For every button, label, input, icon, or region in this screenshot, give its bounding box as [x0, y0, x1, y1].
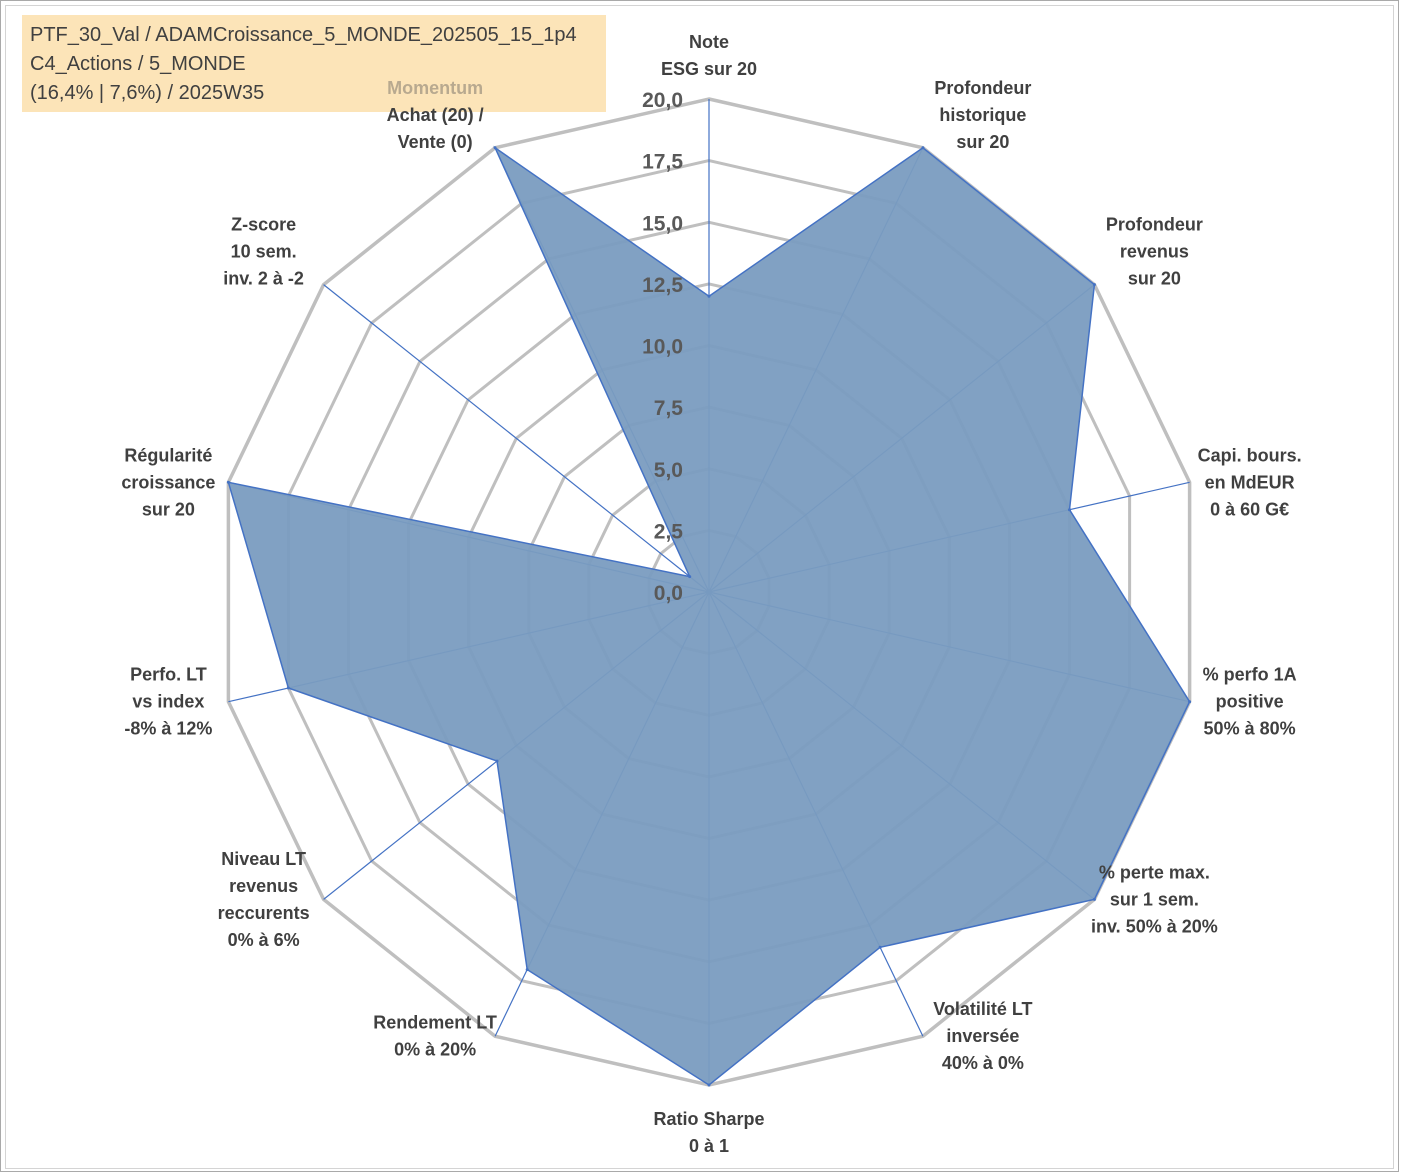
data-point-12	[688, 575, 692, 579]
axis-label-2: Profondeur revenus sur 20	[1106, 215, 1203, 289]
info-line-3: (16,4% | 7,6%) / 2025W35	[30, 82, 265, 104]
axis-label-7: Ratio Sharpe 0 à 1	[653, 1109, 764, 1156]
axis-label-line: inversée	[946, 1026, 1019, 1046]
axis-label-line: en MdEUR	[1205, 472, 1295, 492]
axis-label-line: 0% à 20%	[394, 1040, 476, 1060]
axis-label-3: Capi. bours. en MdEUR 0 à 60 G€	[1198, 445, 1302, 519]
axis-label-line: Note	[689, 32, 729, 52]
axis-label-line: Niveau LT	[221, 849, 306, 869]
tick-label-7: 17,5	[642, 151, 683, 174]
data-point-4	[1188, 700, 1192, 704]
axis-label-line: Achat (20) /	[387, 105, 484, 125]
axis-label-line: revenus	[1120, 242, 1189, 262]
data-point-5	[1092, 897, 1096, 901]
axis-label-line: inv. 50% à 20%	[1091, 916, 1218, 936]
axis-label-10: Perfo. LT vs index -8% à 12%	[124, 665, 212, 739]
axis-label-line: Profondeur	[1106, 215, 1203, 235]
data-point-6	[878, 945, 882, 949]
axis-label-line: Rendement LT	[373, 1013, 497, 1033]
axis-label-line: historique	[939, 105, 1026, 125]
tick-label-1: 2,5	[654, 520, 684, 543]
axis-label-line: Profondeur	[934, 78, 1031, 98]
axis-label-0: Note ESG sur 20	[661, 32, 757, 79]
axis-label-11: Régularité croissance sur 20	[121, 445, 215, 519]
axis-label-line: 0 à 60 G€	[1210, 499, 1289, 519]
tick-label-5: 12,5	[642, 274, 683, 297]
data-point-2	[1092, 283, 1096, 287]
data-point-1	[921, 146, 925, 150]
axis-label-line: Ratio Sharpe	[653, 1109, 764, 1129]
axis-label-line: vs index	[132, 692, 204, 712]
axis-label-12: Z-score 10 sem. inv. 2 à -2	[223, 215, 304, 289]
axis-label-1: Profondeur historique sur 20	[934, 78, 1031, 152]
info-line-2: C4_Actions / 5_MONDE	[30, 53, 246, 75]
tick-label-0: 0,0	[654, 582, 683, 605]
axis-label-line: % perte max.	[1099, 862, 1210, 882]
axis-label-line: Régularité	[124, 445, 212, 465]
axis-label-line: Momentum	[387, 78, 483, 98]
axis-label-line: Perfo. LT	[130, 665, 207, 685]
axis-label-line: 0 à 1	[689, 1136, 729, 1156]
axis-label-line: positive	[1216, 692, 1284, 712]
axis-label-line: ESG sur 20	[661, 59, 757, 79]
data-point-9	[495, 759, 499, 763]
radar-series	[226, 145, 1192, 1087]
radar-axis-labels: Note ESG sur 20 Profondeur historique sur 20…	[121, 32, 1301, 1156]
axis-label-4: % perfo 1A positive 50% à 80%	[1203, 665, 1297, 739]
axis-label-line: -8% à 12%	[124, 719, 212, 739]
tick-label-6: 15,0	[642, 212, 683, 235]
tick-label-8: 20,0	[642, 89, 683, 112]
data-point-11	[226, 480, 230, 484]
data-point-8	[525, 968, 529, 972]
axis-label-line: Vente (0)	[398, 132, 473, 152]
axis-label-line: sur 1 sem.	[1110, 889, 1199, 909]
data-point-3	[1068, 508, 1071, 512]
data-point-7	[707, 1083, 711, 1087]
radar-tick-labels: 0,0 2,5 5,0 7,5 10,0 12,5 15,0 17,5 20,0	[642, 89, 683, 605]
axis-label-line: croissance	[121, 472, 215, 492]
axis-spoke-12	[323, 284, 710, 593]
axis-label-line: reccurents	[218, 903, 310, 923]
axis-label-8: Rendement LT 0% à 20%	[373, 1013, 497, 1060]
chart-frame-inner	[5, 5, 1394, 1169]
axis-label-5: % perte max. sur 1 sem. inv. 50% à 20%	[1091, 862, 1218, 936]
axis-label-line: % perfo 1A	[1203, 665, 1297, 685]
axis-label-line: Z-score	[231, 215, 296, 235]
axis-label-13: Momentum Achat (20) / Vente (0)	[387, 78, 484, 152]
axis-label-9: Niveau LT revenus reccurents 0% à 6%	[218, 849, 310, 950]
axis-label-line: 50% à 80%	[1204, 719, 1296, 739]
axis-label-line: Volatilité LT	[933, 999, 1032, 1019]
axis-label-line: revenus	[229, 876, 298, 896]
axis-label-line: sur 20	[1128, 269, 1181, 289]
axis-label-line: sur 20	[142, 499, 195, 519]
info-line-1: PTF_30_Val / ADAMCroissance_5_MONDE_2025…	[30, 24, 577, 46]
tick-label-4: 10,0	[642, 336, 683, 359]
axis-label-line: 10 sem.	[231, 242, 297, 262]
axis-label-line: sur 20	[956, 132, 1009, 152]
portfolio-info-box: PTF_30_Val / ADAMCroissance_5_MONDE_2025…	[22, 15, 606, 112]
axis-label-line: 0% à 6%	[228, 930, 300, 950]
data-point-0	[707, 294, 711, 298]
tick-label-2: 5,0	[654, 459, 683, 482]
axis-label-6: Volatilité LT inversée 40% à 0%	[933, 999, 1032, 1073]
axis-label-line: 40% à 0%	[942, 1053, 1024, 1073]
data-point-10	[286, 686, 290, 690]
data-point-13	[493, 146, 497, 150]
axis-label-line: inv. 2 à -2	[223, 269, 304, 289]
tick-label-3: 7,5	[654, 397, 684, 420]
axis-label-line: Capi. bours.	[1198, 445, 1302, 465]
